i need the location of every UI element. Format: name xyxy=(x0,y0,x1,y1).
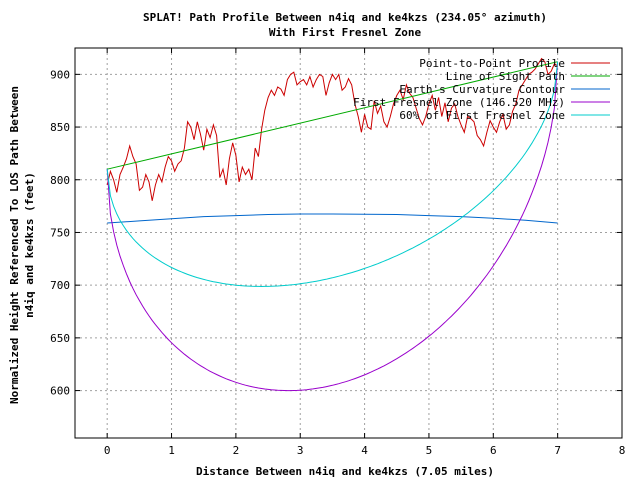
series-line-0 xyxy=(106,57,558,201)
series-line-3 xyxy=(106,61,559,392)
y-tick-label: 600 xyxy=(50,385,70,398)
series-line-4 xyxy=(106,61,559,288)
series-line-2 xyxy=(107,213,558,224)
plot-series xyxy=(106,57,559,392)
plot-frame xyxy=(74,47,623,439)
legend-label-0: Point-to-Point Profile xyxy=(419,57,565,70)
x-tick-label: 8 xyxy=(619,444,626,457)
y-tick-label: 650 xyxy=(50,332,70,345)
ticks: 0 1 2 3 4 5 6 7 8 600 650 700 750 800 850 900 xyxy=(50,48,625,457)
y-axis-label-line1: Normalized Height Referenced To LOS Path… xyxy=(8,86,21,404)
x-axis-label: Distance Between n4iq and ke4kzs (7.05 m… xyxy=(196,465,494,478)
legend-label-4: 60% of First Fresnel Zone xyxy=(399,109,565,122)
x-tick-label: 0 xyxy=(104,444,111,457)
x-tick-label: 7 xyxy=(554,444,561,457)
chart-title-line1: SPLAT! Path Profile Between n4iq and ke4… xyxy=(143,11,547,24)
y-tick-label: 700 xyxy=(50,279,70,292)
y-axis-label-line2: n4iq and ke4kzs (feet) xyxy=(23,172,36,318)
legend-label-3: First Fresnel Zone (146.520 MHz) xyxy=(353,96,565,109)
y-tick-label: 750 xyxy=(50,226,70,239)
x-tick-label: 1 xyxy=(168,444,175,457)
grid xyxy=(75,48,622,438)
x-tick-label: 3 xyxy=(297,444,304,457)
legend-label-2: Earth's Curvature Contour xyxy=(399,83,565,96)
y-tick-label: 900 xyxy=(50,68,70,81)
chart-title-line2: With First Fresnel Zone xyxy=(269,26,422,39)
legend-label-1: Line of Sight Path xyxy=(446,70,565,83)
x-tick-label: 4 xyxy=(361,444,368,457)
series-line-1 xyxy=(107,61,558,170)
x-tick-label: 6 xyxy=(490,444,497,457)
y-tick-label: 850 xyxy=(50,121,70,134)
x-tick-label: 2 xyxy=(233,444,240,457)
x-tick-label: 5 xyxy=(426,444,433,457)
y-tick-label: 800 xyxy=(50,174,70,187)
